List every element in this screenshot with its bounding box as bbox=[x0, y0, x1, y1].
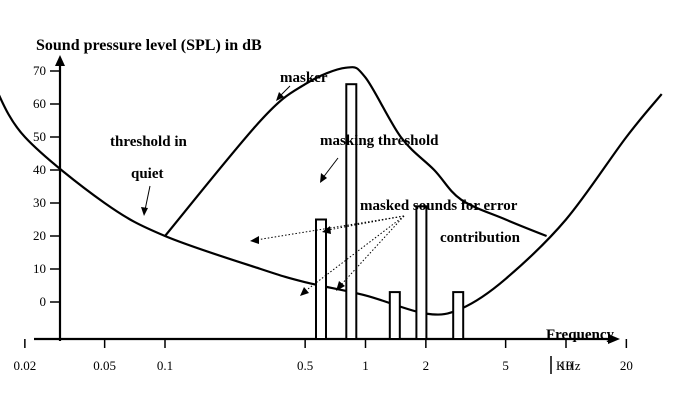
masked-sound-bar bbox=[315, 218, 327, 340]
threshold-in-quiet-label-1: threshold in bbox=[110, 134, 187, 150]
y-tick-label: 30 bbox=[33, 195, 46, 210]
masked-sound-bar bbox=[452, 291, 465, 341]
masking-threshold-curve bbox=[164, 66, 548, 238]
x-axis-unit: KHz bbox=[556, 358, 581, 373]
x-tick-label: 1 bbox=[362, 358, 369, 373]
masked-pointer-c-head bbox=[322, 226, 331, 234]
x-tick-label: 0.1 bbox=[157, 358, 173, 373]
y-tick-label: 70 bbox=[33, 63, 46, 78]
masked-sounds-label-2: contribution bbox=[440, 230, 521, 246]
x-tick-label: 5 bbox=[502, 358, 509, 373]
masking-threshold-pointer-head bbox=[320, 173, 327, 183]
threshold-in-quiet-pointer-head bbox=[141, 207, 148, 216]
masked-sound-bar bbox=[415, 205, 428, 340]
y-tick-label: 60 bbox=[33, 96, 46, 111]
masked-pointer-c bbox=[327, 215, 405, 231]
masked-sounds-label-1: masked sounds for error bbox=[360, 198, 518, 214]
masking-threshold-pointer bbox=[321, 157, 339, 180]
x-tick-label: 20 bbox=[620, 358, 633, 373]
x-ticks: 0.02 0.05 0.1 0.5 1 2 5 10 20 bbox=[13, 339, 633, 373]
curves bbox=[0, 66, 663, 316]
threshold-in-quiet-label-2: quiet bbox=[131, 166, 164, 182]
threshold-in-quiet-pointer bbox=[144, 185, 151, 211]
masking-threshold-label: masking threshold bbox=[320, 133, 439, 149]
x-axis-arrowhead bbox=[608, 334, 620, 344]
x-axis-title: Frequency bbox=[546, 327, 615, 343]
masker-bar bbox=[345, 83, 358, 340]
masked-pointer-d-head bbox=[336, 281, 345, 291]
y-ticks: 0 10 20 30 40 50 60 70 bbox=[33, 63, 60, 309]
masked-pointer-a-head bbox=[250, 236, 259, 244]
y-tick-label: 40 bbox=[33, 162, 46, 177]
masker-pointer-head bbox=[276, 92, 284, 101]
bars bbox=[315, 83, 465, 341]
masker-label: masker bbox=[280, 70, 328, 86]
y-axis-arrowhead bbox=[55, 55, 65, 66]
x-tick-label: 0.05 bbox=[93, 358, 116, 373]
y-tick-label: 0 bbox=[40, 294, 47, 309]
annotation-pointers bbox=[141, 85, 405, 296]
x-tick-label: 0.02 bbox=[13, 358, 36, 373]
x-tick-label: 10 bbox=[560, 358, 573, 373]
y-tick-label: 10 bbox=[33, 261, 46, 276]
masked-sound-bar bbox=[388, 291, 401, 341]
masked-pointer-b-head bbox=[300, 287, 309, 296]
y-axis-title: Sound pressure level (SPL) in dB bbox=[36, 37, 262, 54]
threshold-in-quiet-curve bbox=[0, 93, 663, 316]
y-tick-label: 20 bbox=[33, 228, 46, 243]
x-tick-label: 2 bbox=[423, 358, 430, 373]
x-tick-label: 0.5 bbox=[297, 358, 313, 373]
y-tick-label: 50 bbox=[33, 129, 46, 144]
